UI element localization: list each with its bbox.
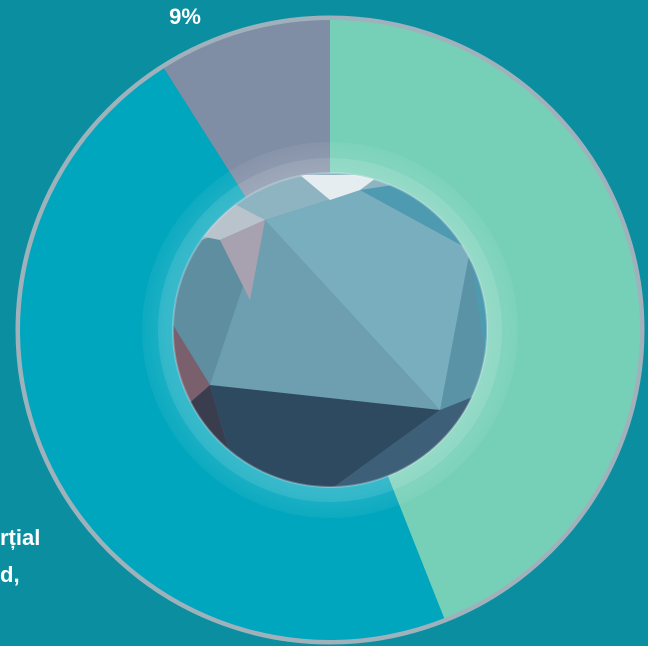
partial-label-1: rțial — [0, 525, 40, 550]
slice-label-9pct: 9% — [169, 4, 201, 29]
center-gem-rim — [172, 172, 488, 488]
partial-label-2: d, — [0, 562, 20, 587]
outer-ring — [15, 15, 645, 645]
